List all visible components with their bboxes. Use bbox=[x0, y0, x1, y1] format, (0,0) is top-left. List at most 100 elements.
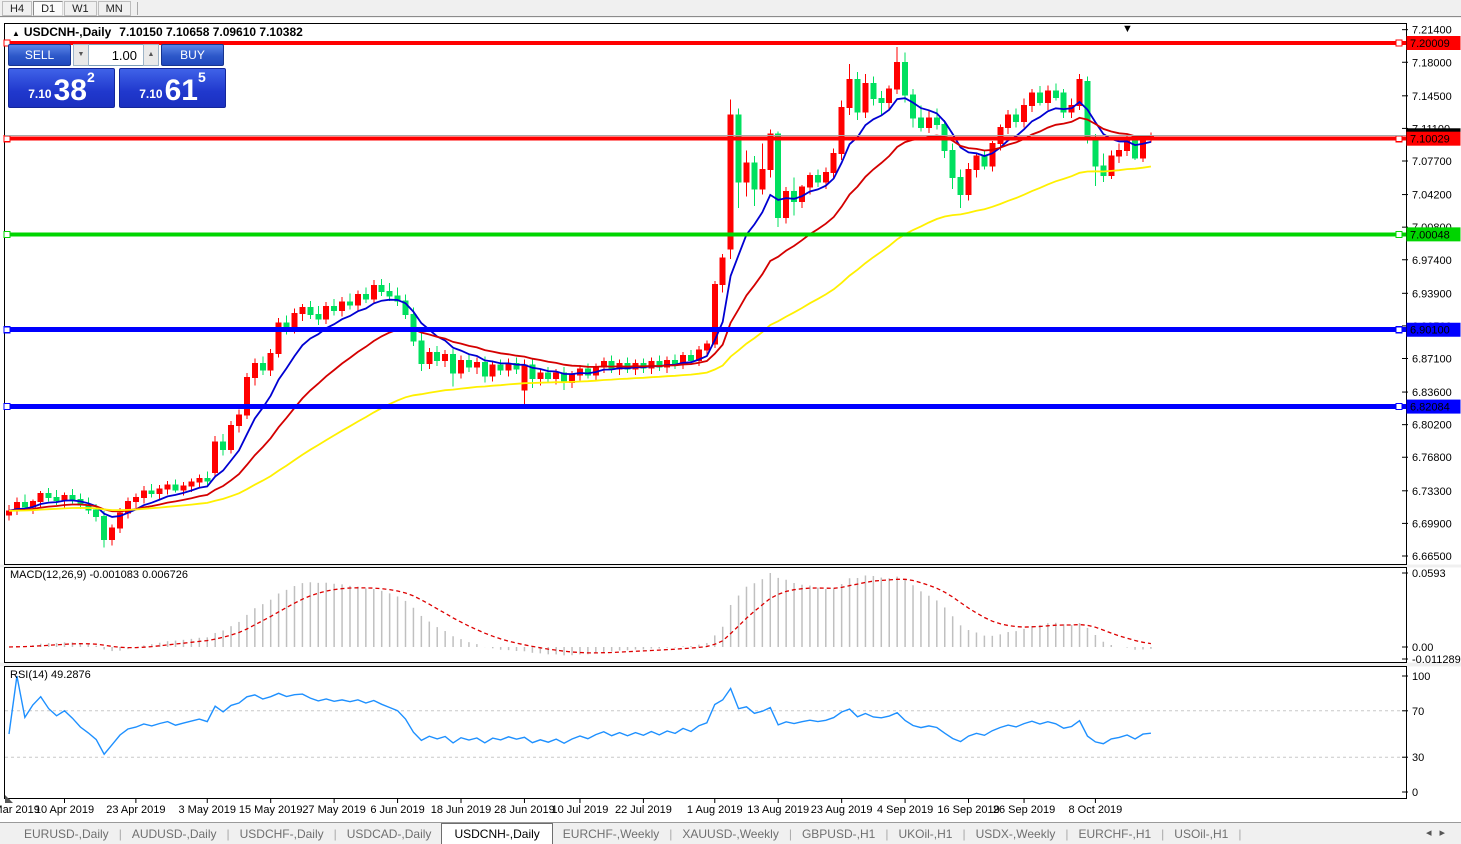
svg-text:10 Jul 2019: 10 Jul 2019 bbox=[552, 804, 609, 816]
ma-slow-line bbox=[8, 165, 1152, 512]
macd-axis: 0.0593 0.00-0.011289 bbox=[1402, 568, 1461, 666]
macd-label: MACD(12,26,9) -0.001083 0.006726 bbox=[10, 569, 188, 581]
svg-text:6.97400: 6.97400 bbox=[1412, 255, 1452, 267]
one-click-trading-widget: SELL ▼ 1.00 ▲ BUY 7.10 38 2 7.10 61 5 bbox=[8, 44, 226, 108]
tab-scroll-right-icon[interactable]: ▸ bbox=[1439, 827, 1453, 839]
timeframe-button-d1[interactable]: D1 bbox=[33, 0, 64, 16]
svg-text:0.00: 0.00 bbox=[1412, 642, 1433, 654]
tab-separator: | bbox=[333, 827, 337, 841]
rsi-label: RSI(14) 49.2876 bbox=[10, 669, 91, 681]
volume-input[interactable]: 1.00 bbox=[89, 44, 143, 66]
volume-stepper: ▼ 1.00 ▲ bbox=[73, 44, 159, 66]
collapse-icon[interactable]: ▲ bbox=[12, 29, 20, 38]
toolbar-separator bbox=[136, 1, 138, 15]
horizontal-level-lines[interactable] bbox=[3, 39, 1406, 411]
svg-text:29 Mar 2019: 29 Mar 2019 bbox=[0, 804, 40, 816]
svg-text:7.18000: 7.18000 bbox=[1412, 57, 1452, 69]
tab-usdx-weekly[interactable]: USDX-,Weekly bbox=[975, 827, 1056, 841]
tab-separator: | bbox=[1161, 827, 1165, 841]
tab-eurusd-daily[interactable]: EURUSD-,Daily bbox=[24, 827, 109, 841]
sell-price-sup: 2 bbox=[86, 69, 95, 85]
sell-button[interactable]: SELL bbox=[8, 44, 71, 66]
ma-medium-line bbox=[8, 116, 1151, 513]
tab-separator: | bbox=[788, 827, 792, 841]
tab-gbpusd-h1[interactable]: GBPUSD-,H1 bbox=[801, 827, 876, 841]
timeframe-button-mn[interactable]: MN bbox=[97, 0, 131, 16]
scroll-anchor-icon bbox=[5, 795, 13, 803]
buy-price-sup: 5 bbox=[197, 69, 206, 85]
tab-separator: | bbox=[885, 827, 889, 841]
tab-eurchf-h1[interactable]: EURCHF-,H1 bbox=[1078, 827, 1152, 841]
tab-ukoil-h1[interactable]: UKOil-,H1 bbox=[898, 827, 953, 841]
tab-separator: | bbox=[669, 827, 673, 841]
chart-shift-marker-icon: ▼ bbox=[1122, 23, 1133, 35]
svg-text:0: 0 bbox=[1412, 787, 1418, 799]
svg-text:7.07700: 7.07700 bbox=[1412, 156, 1452, 168]
tab-separator: | bbox=[1065, 827, 1069, 841]
tab-eurchf-weekly[interactable]: EURCHF-,Weekly bbox=[562, 827, 660, 841]
svg-text:30: 30 bbox=[1412, 752, 1424, 764]
tab-scroll-left-icon[interactable]: ◂ bbox=[1425, 827, 1440, 839]
tab-usdcad-daily[interactable]: USDCAD-,Daily bbox=[346, 827, 432, 841]
svg-text:7.14500: 7.14500 bbox=[1412, 91, 1452, 103]
axis-marker-7.00048: 7.00048 bbox=[1406, 227, 1461, 242]
svg-text:4 Sep 2019: 4 Sep 2019 bbox=[877, 804, 933, 816]
tab-separator: | bbox=[118, 827, 122, 841]
symbol-tab-bar: EURUSD-,Daily | AUDUSD-,Daily | USDCHF-,Dail… bbox=[0, 822, 1461, 844]
chart-symbol-period: USDCNH-,Daily bbox=[23, 25, 112, 39]
tab-separator: | bbox=[962, 827, 966, 841]
svg-text:0.0593: 0.0593 bbox=[1412, 568, 1446, 580]
ma-fast-line bbox=[8, 97, 1152, 518]
svg-text:16 Sep 2019: 16 Sep 2019 bbox=[937, 804, 999, 816]
sell-price-big: 38 bbox=[53, 74, 87, 107]
svg-text:6.82084: 6.82084 bbox=[1410, 402, 1450, 414]
svg-text:7.00048: 7.00048 bbox=[1410, 229, 1450, 241]
svg-text:18 Jun 2019: 18 Jun 2019 bbox=[431, 804, 492, 816]
chart-ohlc-values: 7.10150 7.10658 7.09610 7.10382 bbox=[119, 25, 303, 39]
svg-text:7.04200: 7.04200 bbox=[1412, 190, 1452, 202]
sell-price-prefix: 7.10 bbox=[28, 87, 52, 101]
tab-audusd-daily[interactable]: AUDUSD-,Daily bbox=[131, 827, 217, 841]
axis-marker-7.20009: 7.20009 bbox=[1406, 36, 1461, 50]
svg-text:13 Aug 2019: 13 Aug 2019 bbox=[747, 804, 809, 816]
svg-text:6.87100: 6.87100 bbox=[1412, 353, 1452, 365]
timeframe-toolbar: H4 D1 W1 MN bbox=[0, 0, 1461, 17]
svg-text:7.20009: 7.20009 bbox=[1410, 38, 1450, 50]
timeframe-button-w1[interactable]: W1 bbox=[64, 0, 97, 16]
svg-text:6.76800: 6.76800 bbox=[1412, 452, 1452, 464]
svg-text:6.73300: 6.73300 bbox=[1412, 486, 1452, 498]
rsi-panel-content bbox=[5, 675, 1406, 758]
volume-up-icon[interactable]: ▲ bbox=[143, 44, 159, 66]
buy-price-panel[interactable]: 7.10 61 5 bbox=[119, 68, 226, 108]
macd-signal-line bbox=[8, 578, 1152, 654]
tab-xauusd-weekly[interactable]: XAUUSD-,Weekly bbox=[682, 827, 779, 841]
svg-text:-0.011289: -0.011289 bbox=[1412, 654, 1461, 666]
tab-usdchf-daily[interactable]: USDCHF-,Daily bbox=[239, 827, 324, 841]
svg-text:23 Apr 2019: 23 Apr 2019 bbox=[106, 804, 165, 816]
buy-button[interactable]: BUY bbox=[161, 44, 224, 66]
svg-text:8 Oct 2019: 8 Oct 2019 bbox=[1068, 804, 1122, 816]
axis-marker-7.10029: 7.10029 bbox=[1406, 131, 1461, 146]
svg-text:7.10029: 7.10029 bbox=[1410, 134, 1450, 146]
sell-price-panel[interactable]: 7.10 38 2 bbox=[8, 68, 115, 108]
svg-text:27 May 2019: 27 May 2019 bbox=[302, 804, 366, 816]
volume-down-icon[interactable]: ▼ bbox=[73, 44, 89, 66]
svg-text:6.90100: 6.90100 bbox=[1410, 325, 1450, 337]
svg-text:15 May 2019: 15 May 2019 bbox=[239, 804, 303, 816]
svg-text:100: 100 bbox=[1412, 671, 1430, 683]
svg-text:6.69900: 6.69900 bbox=[1412, 518, 1452, 530]
svg-text:1 Aug 2019: 1 Aug 2019 bbox=[687, 804, 743, 816]
chart-title: ▲ USDCNH-,Daily 7.10150 7.10658 7.09610 7.… bbox=[12, 25, 303, 39]
buy-price-prefix: 7.10 bbox=[139, 87, 163, 101]
tab-scroll-arrows: ◂▸ bbox=[1426, 826, 1453, 839]
svg-text:26 Sep 2019: 26 Sep 2019 bbox=[993, 804, 1055, 816]
tab-usoil-h1[interactable]: USOil-,H1 bbox=[1174, 827, 1229, 841]
rsi-line bbox=[8, 675, 1151, 756]
rsi-axis: 100 70 30 0 bbox=[1402, 671, 1430, 799]
chart-canvas[interactable]: ▼7.214007.180007.145007.111007.077007.04… bbox=[0, 18, 1461, 826]
tab-usdcnh-daily[interactable]: USDCNH-,Daily bbox=[441, 823, 553, 844]
svg-text:22 Jul 2019: 22 Jul 2019 bbox=[615, 804, 672, 816]
tab-separator: | bbox=[226, 827, 230, 841]
svg-text:28 Jun 2019: 28 Jun 2019 bbox=[494, 804, 555, 816]
timeframe-button-h4[interactable]: H4 bbox=[2, 0, 33, 16]
